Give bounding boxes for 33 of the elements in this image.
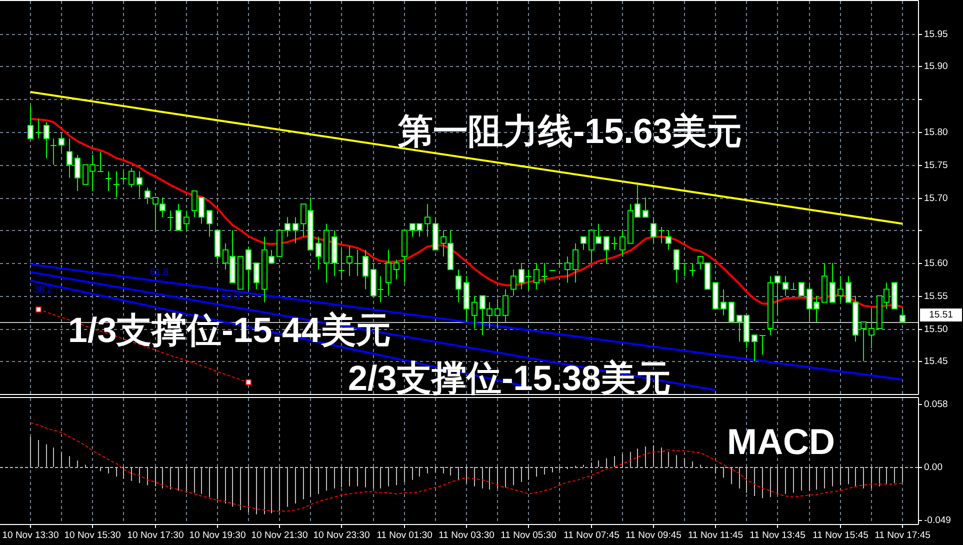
x-tick-label: 10 Nov 23:30 bbox=[313, 530, 370, 541]
series-label: 38.2 bbox=[34, 284, 52, 296]
x-tick-label: 11 Nov 07:45 bbox=[564, 530, 620, 541]
y-tick-label: 15.70 bbox=[924, 193, 948, 204]
series-label: 61.8 bbox=[150, 267, 168, 278]
x-tick-label: 10 Nov 13:30 bbox=[2, 530, 59, 541]
text: MACD bbox=[727, 421, 835, 462]
series-label: 50.0 bbox=[221, 292, 240, 303]
y-tick-label: 15.90 bbox=[924, 61, 948, 72]
y-tick-label: 0.058 bbox=[924, 399, 948, 410]
x-tick-label: 11 Nov 09:45 bbox=[626, 530, 682, 541]
y-tick-label: 15.50 bbox=[924, 324, 948, 335]
y-tick-label: 15.55 bbox=[924, 291, 948, 302]
y-tick-label: 15.80 bbox=[924, 127, 948, 138]
y-tick-label: 15.45 bbox=[924, 356, 948, 367]
x-tick-label: 10 Nov 15:30 bbox=[64, 530, 121, 541]
annotation: 第一阻力线-15.63美元 bbox=[397, 112, 742, 151]
x-tick-label: 10 Nov 17:30 bbox=[127, 530, 184, 541]
ref-line-label: 15.51 bbox=[929, 310, 953, 320]
x-tick-label: 11 Nov 03:30 bbox=[438, 530, 494, 541]
y-tick-label: 15.60 bbox=[924, 258, 948, 269]
x-tick-label: 11 Nov 17:45 bbox=[874, 530, 930, 541]
x-tick-label: 11 Nov 05:30 bbox=[500, 530, 556, 541]
y-tick-label: 15.75 bbox=[924, 160, 948, 171]
x-tick-label: 10 Nov 21:30 bbox=[251, 530, 308, 541]
x-tick-label: 11 Nov 11:45 bbox=[688, 530, 744, 541]
y-tick-label: -0.049 bbox=[924, 515, 951, 526]
y-tick-label: 0.00 bbox=[924, 462, 942, 473]
x-tick-label: 11 Nov 15:45 bbox=[812, 530, 868, 541]
y-tick-label: 15.95 bbox=[924, 29, 948, 40]
x-tick-label: 10 Nov 19:30 bbox=[189, 530, 246, 541]
x-tick-label: 11 Nov 01:30 bbox=[376, 530, 432, 541]
x-tick-label: 11 Nov 13:45 bbox=[750, 530, 806, 541]
